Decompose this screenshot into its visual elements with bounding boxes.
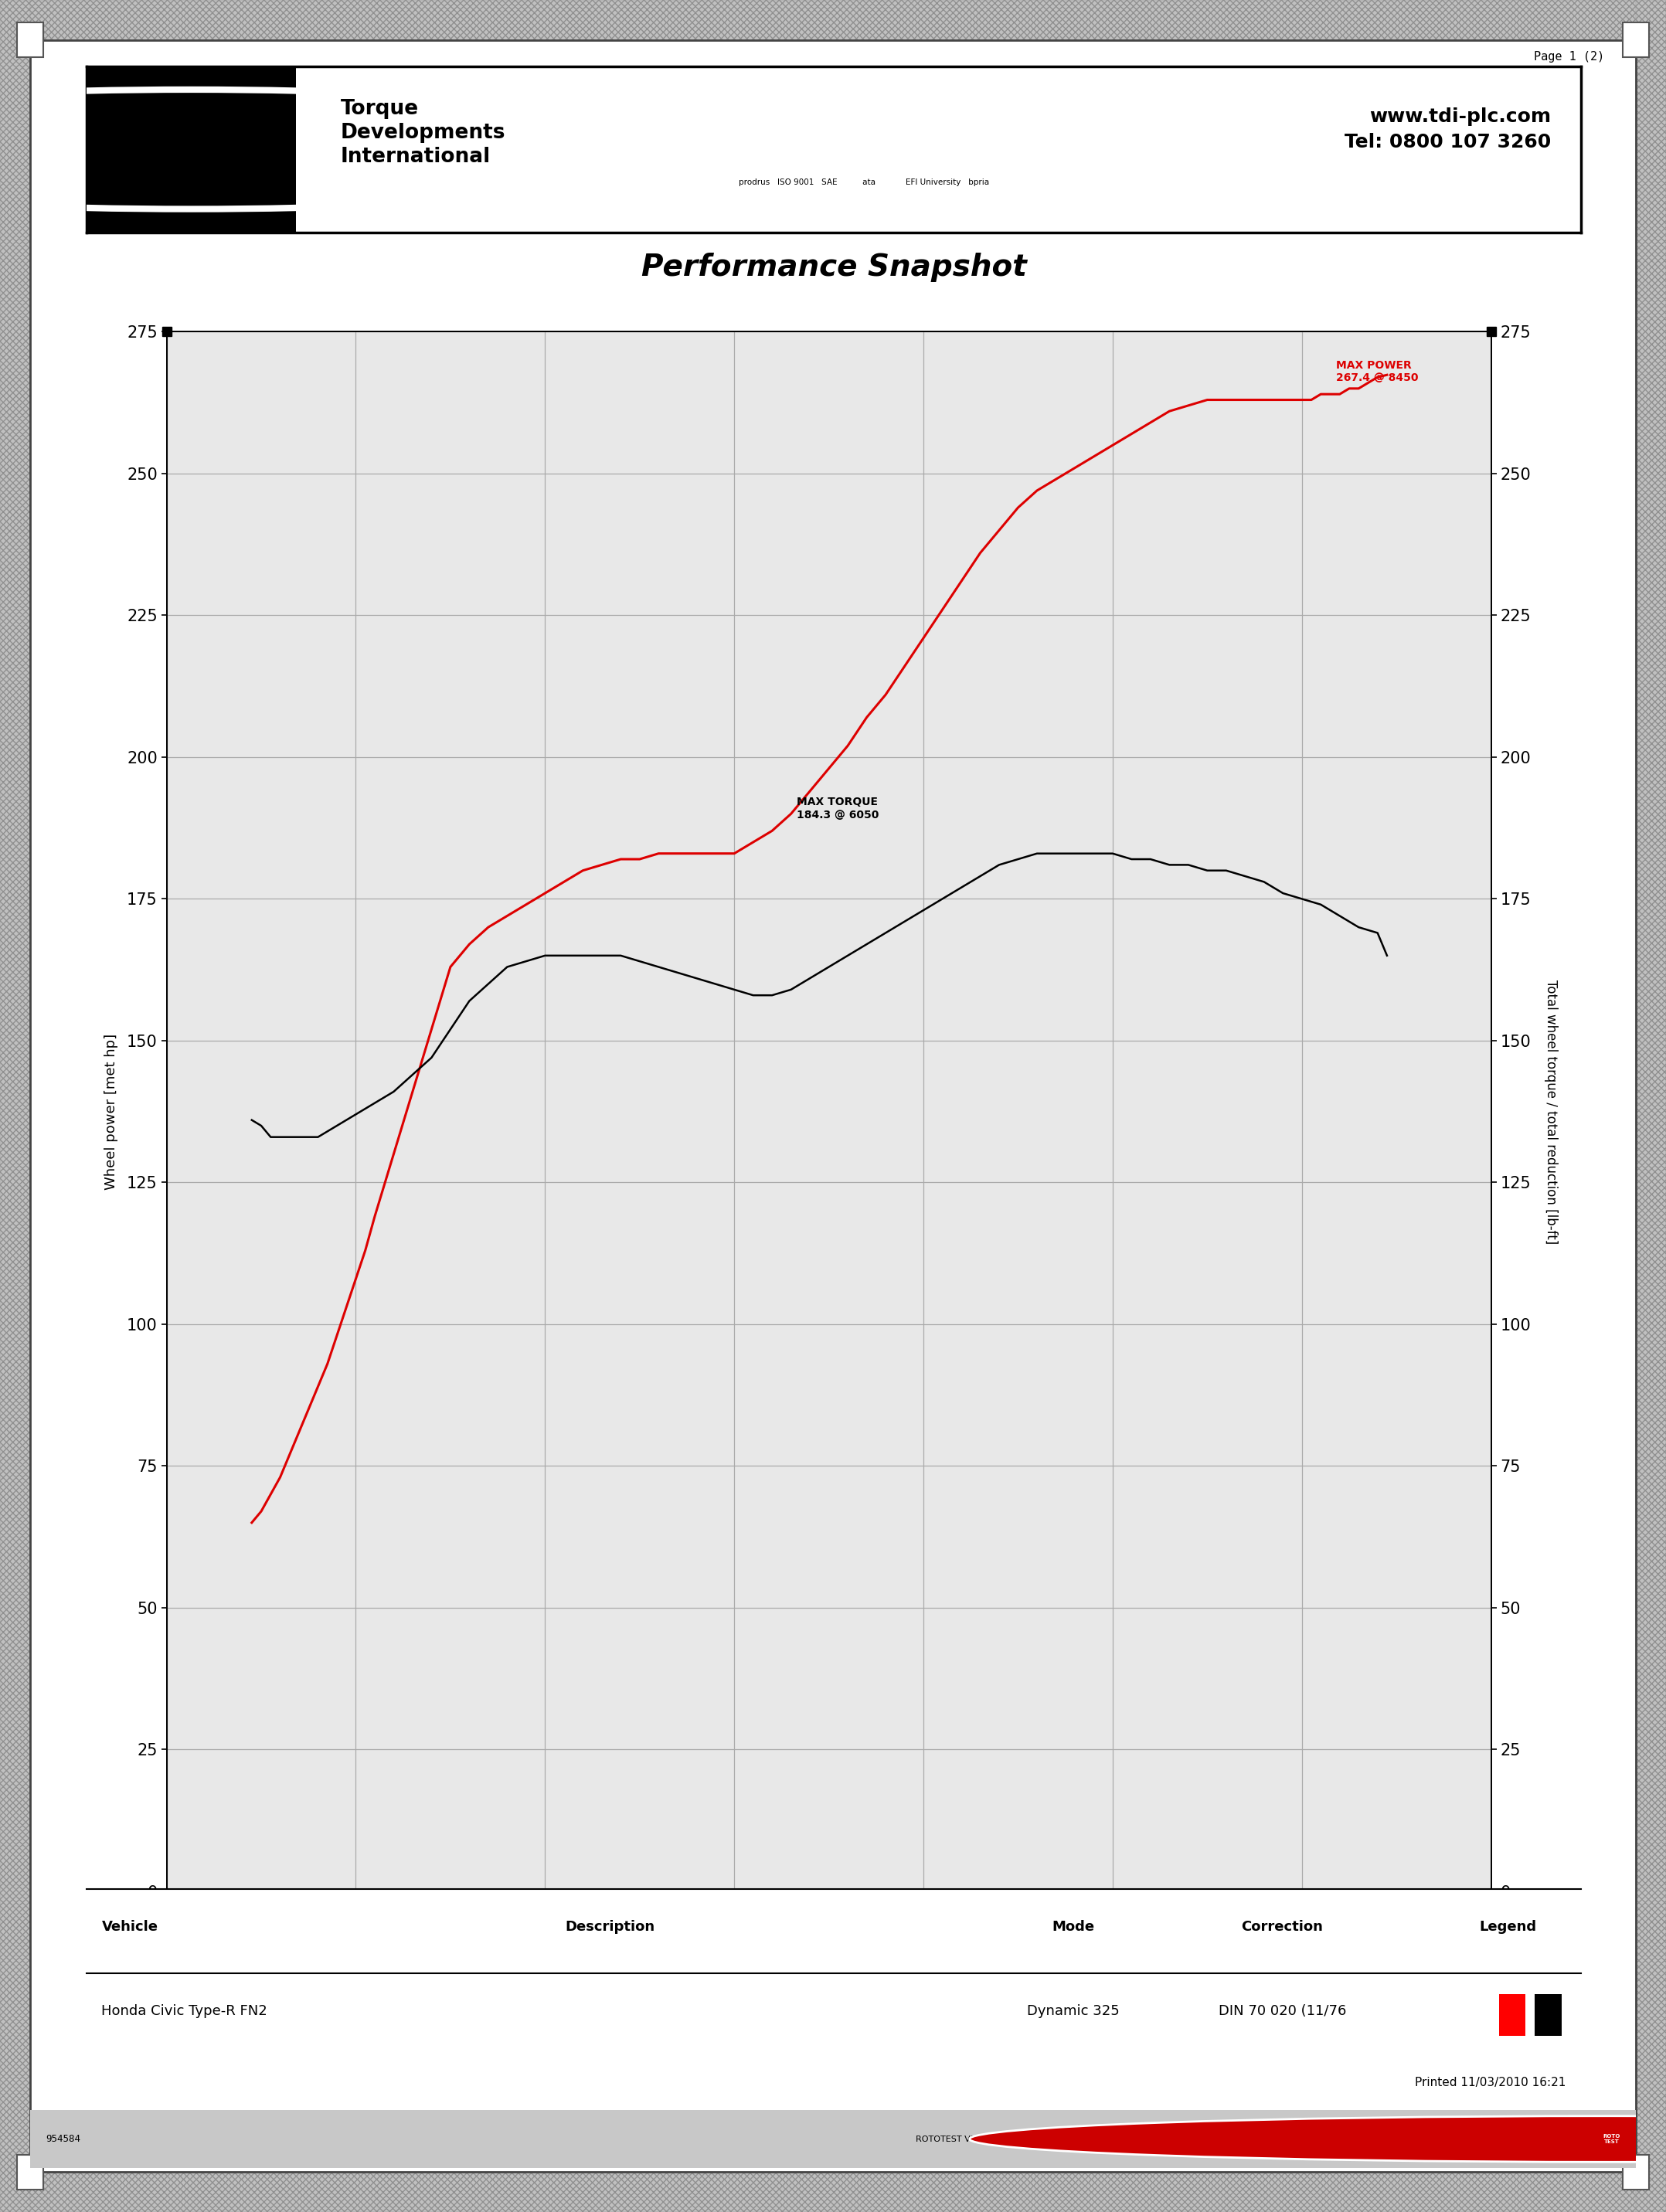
X-axis label: Engine speed [1/min]: Engine speed [1/min]: [743, 1922, 915, 1938]
Text: Dynamic 325: Dynamic 325: [1026, 2004, 1120, 2017]
Bar: [0, 2172, 1666, 2212]
Text: Vehicle: Vehicle: [102, 1920, 158, 1933]
Bar: [0, 0, 30, 2212]
Bar: [1623, 22, 1649, 58]
Text: Performance Snapshot: Performance Snapshot: [641, 252, 1026, 283]
Y-axis label: Wheel power [met hp]: Wheel power [met hp]: [105, 1033, 118, 1190]
Text: Legend: Legend: [1479, 1920, 1536, 1933]
Text: Printed 11/03/2010 16:21: Printed 11/03/2010 16:21: [1414, 2077, 1566, 2088]
Text: Torque
Developments
International: Torque Developments International: [340, 100, 506, 166]
Bar: [0, 2172, 1666, 2212]
Bar: [1636, 0, 1666, 2212]
Y-axis label: Total wheel torque / total reduction [lb-ft]: Total wheel torque / total reduction [lb…: [1544, 980, 1558, 1243]
Text: prodrus   ISO 9001   SAE          ata            EFI University   bpria: prodrus ISO 9001 SAE ata EFI University …: [738, 179, 990, 186]
Text: MAX TORQUE
184.3 @ 6050: MAX TORQUE 184.3 @ 6050: [796, 796, 880, 821]
Bar: [1623, 2154, 1649, 2190]
Circle shape: [970, 2117, 1666, 2161]
Bar: [1499, 1995, 1526, 2035]
Text: DIN 70 020 (11/76: DIN 70 020 (11/76: [1218, 2004, 1346, 2017]
Bar: [1534, 1995, 1561, 2035]
Text: Mode: Mode: [1051, 1920, 1095, 1933]
Text: 954584: 954584: [47, 2135, 82, 2143]
Bar: [17, 22, 43, 58]
Text: www.tdi-plc.com
Tel: 0800 107 3260: www.tdi-plc.com Tel: 0800 107 3260: [1344, 106, 1551, 153]
Text: Honda Civic Type-R FN2: Honda Civic Type-R FN2: [102, 2004, 268, 2017]
Bar: [87, 66, 297, 232]
Text: Page 1 (2): Page 1 (2): [1534, 51, 1604, 62]
Text: MAX POWER
267.4 @ 8450: MAX POWER 267.4 @ 8450: [1336, 361, 1418, 383]
Text: ROTOTEST VPA / VPA-R chassis dynamometer system | www.rototest.com: ROTOTEST VPA / VPA-R chassis dynamometer…: [916, 2135, 1233, 2143]
Bar: [0, 0, 1666, 40]
Bar: [0, 0, 1666, 40]
Bar: [17, 2154, 43, 2190]
Bar: [1636, 0, 1666, 2212]
Text: Correction: Correction: [1241, 1920, 1323, 1933]
Text: Description: Description: [565, 1920, 655, 1933]
Text: ROTO
TEST: ROTO TEST: [1603, 2135, 1621, 2143]
Bar: [0, 0, 30, 2212]
